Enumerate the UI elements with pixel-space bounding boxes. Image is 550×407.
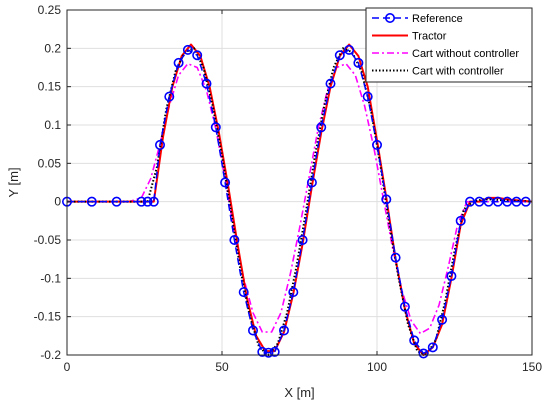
series-marker bbox=[229, 235, 240, 246]
y-tick-label: -0.1 bbox=[40, 271, 61, 285]
series-marker bbox=[263, 347, 274, 358]
series-marker bbox=[316, 122, 327, 133]
series-marker bbox=[437, 314, 448, 325]
series-marker bbox=[238, 287, 249, 298]
series-marker bbox=[182, 44, 193, 55]
y-axis-label: Y [m] bbox=[6, 167, 21, 197]
series-marker bbox=[297, 235, 308, 246]
y-tick-label: 0 bbox=[54, 195, 61, 209]
series-marker bbox=[399, 301, 410, 312]
series-marker bbox=[409, 335, 420, 346]
legend-entry-label: Cart with controller bbox=[412, 66, 504, 78]
x-tick-label: 100 bbox=[367, 360, 387, 374]
series-marker bbox=[474, 196, 485, 207]
series-marker bbox=[269, 346, 280, 357]
legend-entry-label: Tractor bbox=[412, 31, 447, 43]
x-tick-label: 150 bbox=[522, 360, 542, 374]
y-tick-label: -0.15 bbox=[34, 310, 62, 324]
y-tick-label: 0.2 bbox=[44, 41, 61, 55]
series-marker bbox=[446, 271, 457, 282]
legend-marker bbox=[384, 13, 395, 23]
series-marker bbox=[362, 91, 373, 102]
series-marker bbox=[288, 287, 299, 298]
series-marker bbox=[344, 44, 355, 55]
series-line-3 bbox=[67, 47, 533, 356]
series-marker bbox=[483, 196, 494, 207]
series-marker bbox=[210, 122, 221, 133]
series-marker bbox=[136, 196, 147, 207]
y-tick-label: 0.1 bbox=[44, 118, 61, 132]
legend-entry-label: Reference bbox=[412, 13, 463, 25]
series-line-2 bbox=[67, 62, 532, 335]
legend: Reference Tractor Cart without controller C… bbox=[365, 7, 533, 83]
series-marker bbox=[86, 196, 97, 207]
x-tick-label: 50 bbox=[215, 360, 229, 374]
series-marker bbox=[155, 139, 166, 150]
series-marker bbox=[390, 252, 401, 263]
series-marker bbox=[111, 196, 122, 207]
series-marker bbox=[148, 196, 159, 207]
series-marker bbox=[142, 196, 153, 207]
series-marker bbox=[278, 325, 289, 336]
series-marker bbox=[511, 196, 522, 207]
series-marker bbox=[257, 346, 268, 357]
y-tick-label: 0.25 bbox=[38, 3, 62, 17]
series-marker bbox=[492, 196, 503, 207]
series-marker bbox=[418, 348, 429, 359]
series-group bbox=[61, 43, 533, 359]
series-marker bbox=[306, 177, 317, 188]
series-marker bbox=[220, 177, 231, 188]
series-marker bbox=[164, 91, 175, 102]
series-marker bbox=[381, 194, 392, 205]
plot-frame bbox=[66, 9, 533, 356]
series-line-1 bbox=[67, 43, 533, 356]
series-marker bbox=[455, 215, 466, 226]
series-marker bbox=[427, 342, 438, 353]
series-marker bbox=[353, 57, 364, 68]
x-tick-label: 0 bbox=[64, 360, 71, 374]
series-marker bbox=[248, 325, 259, 336]
series-marker bbox=[325, 78, 336, 89]
legend-entry-label: Cart without controller bbox=[412, 48, 519, 60]
series-marker bbox=[201, 78, 212, 89]
series-marker bbox=[192, 50, 203, 61]
series-marker bbox=[334, 50, 345, 61]
series-marker bbox=[173, 57, 184, 68]
y-tick-label: 0.15 bbox=[38, 80, 62, 94]
series-marker bbox=[371, 139, 382, 150]
y-tick-label: -0.2 bbox=[40, 348, 61, 362]
series-marker bbox=[464, 196, 475, 207]
y-tick-label: -0.05 bbox=[34, 233, 62, 247]
y-tick-label: 0.05 bbox=[38, 156, 62, 170]
axis-ticks: 0 50 100 150 -0.2 -0.15 -0.1 -0.05 0 0.05 0.1 0.15 0… bbox=[34, 3, 543, 374]
x-axis-label: X [m] bbox=[284, 385, 314, 400]
series-marker bbox=[502, 196, 513, 207]
